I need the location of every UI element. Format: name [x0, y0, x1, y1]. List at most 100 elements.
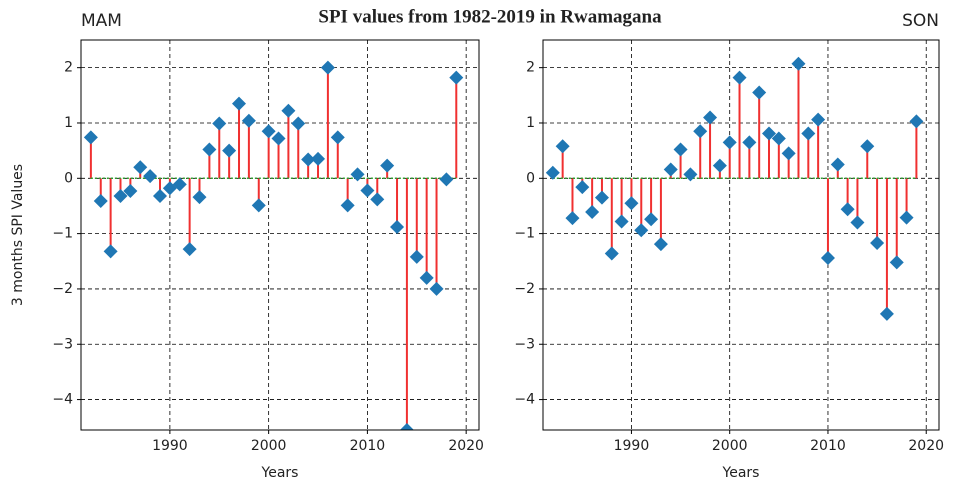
- marker: [370, 192, 385, 207]
- marker: [192, 190, 207, 205]
- marker: [820, 250, 835, 265]
- marker: [429, 281, 444, 296]
- x-tick-label: 2000: [251, 438, 287, 454]
- marker: [575, 180, 590, 195]
- marker: [241, 113, 256, 128]
- figure-title: SPI values from 1982-2019 in Rwamagana: [318, 6, 662, 27]
- marker: [320, 60, 335, 75]
- axes-title: MAM: [81, 11, 122, 31]
- marker: [830, 157, 845, 172]
- marker: [212, 116, 227, 131]
- marker: [291, 116, 306, 131]
- x-tick-label: 2010: [350, 438, 386, 454]
- marker: [133, 160, 148, 175]
- marker: [624, 196, 639, 211]
- marker: [232, 96, 247, 111]
- x-tick-label: 1990: [152, 438, 188, 454]
- marker: [870, 236, 885, 251]
- y-tick-label: −2: [52, 281, 73, 297]
- marker: [153, 189, 168, 203]
- y-tick-label: 2: [526, 60, 535, 76]
- axes-title: SON: [902, 11, 939, 31]
- marker: [103, 244, 118, 259]
- marker: [663, 162, 678, 177]
- y-tick-label: 0: [526, 170, 535, 186]
- marker: [781, 146, 796, 161]
- marker: [143, 169, 158, 184]
- marker: [594, 190, 609, 205]
- marker: [879, 306, 894, 321]
- marker: [585, 205, 600, 220]
- y-axis-label: 3 months SPI Values: [10, 164, 26, 306]
- marker: [850, 215, 865, 230]
- marker: [722, 135, 737, 150]
- y-tick-label: −1: [514, 226, 535, 242]
- marker: [752, 85, 767, 100]
- marker: [311, 151, 326, 166]
- y-tick-label: −1: [52, 226, 73, 242]
- marker: [712, 158, 727, 173]
- marker: [653, 237, 668, 252]
- plot-area: [81, 40, 479, 430]
- y-tick-label: 1: [64, 115, 73, 131]
- marker: [172, 177, 187, 192]
- y-tick-label: −2: [514, 281, 535, 297]
- y-tick-label: −4: [52, 392, 73, 408]
- marker: [703, 110, 718, 125]
- axes-frame: [80, 39, 480, 431]
- marker: [182, 242, 197, 257]
- marker: [860, 139, 875, 154]
- marker: [565, 211, 580, 226]
- marker: [301, 152, 316, 167]
- marker: [742, 135, 757, 150]
- marker: [390, 219, 405, 234]
- marker: [840, 202, 855, 217]
- x-tick-label: 2020: [908, 438, 944, 454]
- y-tick-label: −4: [514, 392, 535, 408]
- y-tick-label: 0: [64, 170, 73, 186]
- marker: [93, 193, 108, 208]
- marker: [791, 56, 806, 71]
- marker: [909, 114, 924, 129]
- marker: [801, 126, 816, 141]
- marker: [889, 255, 904, 270]
- x-axis-label: Years: [722, 465, 760, 481]
- marker: [380, 158, 395, 173]
- marker: [899, 210, 914, 225]
- x-tick-label: 2020: [448, 438, 484, 454]
- marker: [330, 130, 345, 145]
- axes-frame: [542, 39, 940, 431]
- marker: [771, 131, 786, 146]
- y-tick-label: −3: [52, 336, 73, 352]
- marker: [281, 103, 296, 118]
- x-tick-label: 1990: [614, 438, 650, 454]
- marker: [409, 249, 424, 264]
- marker: [604, 246, 619, 261]
- y-tick-label: 1: [526, 115, 535, 131]
- marker: [732, 70, 747, 85]
- marker: [360, 183, 375, 198]
- marker: [439, 172, 454, 187]
- marker: [693, 124, 708, 139]
- y-tick-label: −3: [514, 336, 535, 352]
- marker: [449, 70, 464, 85]
- marker: [555, 139, 570, 154]
- marker: [762, 126, 777, 141]
- marker: [202, 142, 217, 157]
- y-tick-label: 2: [64, 60, 73, 76]
- marker: [350, 167, 365, 182]
- x-axis-label: Years: [261, 465, 299, 481]
- marker: [123, 184, 138, 199]
- x-tick-label: 2000: [712, 438, 748, 454]
- marker: [261, 124, 276, 139]
- marker: [222, 143, 237, 158]
- marker: [673, 142, 688, 157]
- x-tick-label: 2010: [810, 438, 846, 454]
- marker: [811, 112, 826, 127]
- plot-area: [543, 40, 939, 430]
- marker: [634, 223, 649, 238]
- marker: [644, 212, 659, 227]
- marker: [271, 131, 286, 146]
- marker: [683, 167, 698, 182]
